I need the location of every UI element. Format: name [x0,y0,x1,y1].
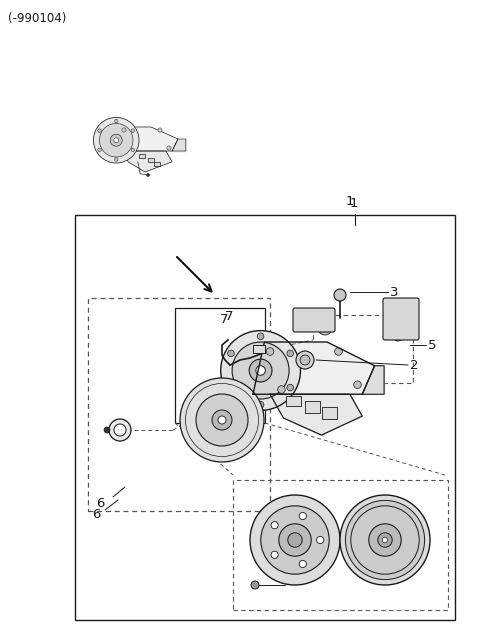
Circle shape [340,495,430,585]
Circle shape [98,129,101,133]
Polygon shape [270,394,362,435]
Circle shape [266,347,274,355]
Circle shape [393,303,403,313]
Polygon shape [172,139,186,151]
Circle shape [299,560,306,567]
Polygon shape [112,127,178,151]
Text: 1: 1 [350,197,359,210]
Polygon shape [253,342,374,394]
Bar [139,154,145,158]
Circle shape [114,158,118,161]
Circle shape [196,394,248,446]
Circle shape [131,148,134,152]
Circle shape [382,537,388,543]
Circle shape [378,533,392,547]
Circle shape [221,331,300,410]
Circle shape [122,128,126,132]
Bar [175,308,265,423]
Circle shape [110,134,122,146]
Circle shape [250,495,340,585]
Bar [305,401,320,413]
Circle shape [251,581,259,589]
Circle shape [369,524,401,556]
Text: 7: 7 [220,313,228,326]
Circle shape [334,289,346,301]
Circle shape [271,522,278,529]
FancyBboxPatch shape [383,298,419,340]
Text: 5: 5 [428,338,436,351]
Circle shape [300,355,310,365]
Text: 6: 6 [92,508,100,521]
Circle shape [98,148,101,152]
Text: 6: 6 [96,497,104,510]
FancyBboxPatch shape [293,308,335,332]
Text: 1: 1 [346,195,354,208]
Circle shape [335,347,342,355]
Bar [253,345,265,353]
Circle shape [296,351,314,369]
Polygon shape [122,151,172,172]
Circle shape [114,138,119,142]
Circle shape [114,424,126,436]
Bar [322,407,337,419]
Circle shape [261,506,329,574]
Text: 2: 2 [410,358,419,372]
Circle shape [351,506,419,574]
Circle shape [257,401,264,408]
Circle shape [104,427,110,433]
Circle shape [109,419,131,441]
Text: 4: 4 [301,319,310,331]
Bar [313,315,413,383]
Circle shape [212,410,232,430]
Circle shape [146,174,149,176]
Bar [75,215,455,620]
Circle shape [299,512,306,520]
Circle shape [271,551,278,558]
Circle shape [287,350,294,357]
Bar [154,162,160,166]
Circle shape [279,524,311,556]
Circle shape [180,378,264,462]
Bar [88,298,270,511]
Text: (-990104): (-990104) [8,12,66,25]
Circle shape [288,533,302,547]
Circle shape [99,124,133,157]
Circle shape [158,128,162,132]
Circle shape [249,359,272,382]
Circle shape [393,317,403,327]
Circle shape [114,119,118,123]
Circle shape [218,416,226,424]
Circle shape [317,537,324,544]
Bar [286,396,301,406]
Circle shape [167,146,171,150]
Circle shape [287,384,294,391]
Circle shape [278,386,285,394]
Circle shape [354,381,361,388]
Circle shape [393,331,403,341]
Circle shape [228,350,234,357]
Bar [233,480,448,610]
Polygon shape [362,366,384,394]
Circle shape [232,342,289,399]
Text: 7: 7 [225,310,233,323]
Circle shape [94,117,139,163]
Circle shape [318,321,332,335]
Bar [148,158,154,162]
Circle shape [256,366,265,375]
Circle shape [131,129,134,133]
Circle shape [228,384,234,391]
Circle shape [257,333,264,340]
Circle shape [346,501,425,579]
Text: 3: 3 [390,285,398,299]
